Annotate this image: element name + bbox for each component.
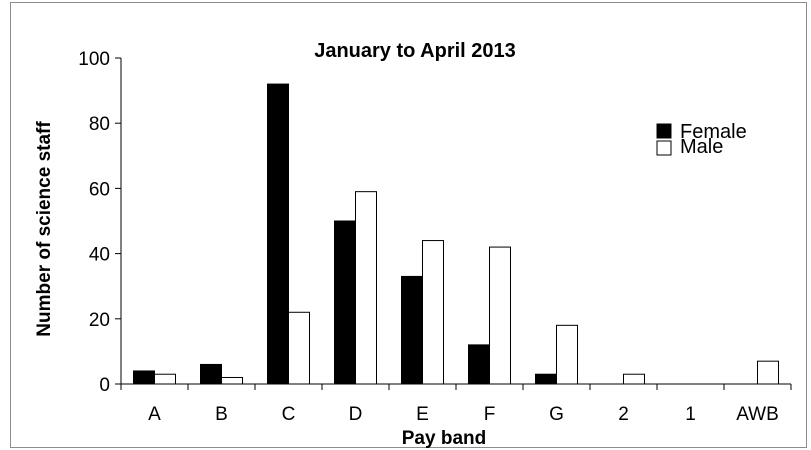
bar-male-2 bbox=[623, 373, 645, 385]
bar-female-f bbox=[468, 344, 490, 385]
x-tick-label: F bbox=[484, 404, 496, 425]
bar-male-d bbox=[355, 191, 377, 385]
chart-title: January to April 2013 bbox=[314, 40, 516, 62]
x-tick-label: B bbox=[215, 404, 228, 425]
y-tick-label: 40 bbox=[89, 245, 110, 266]
y-tick-label: 80 bbox=[89, 114, 110, 135]
y-axis-title: Number of science staff bbox=[34, 121, 55, 337]
y-tick-label: 0 bbox=[99, 375, 110, 396]
bar-female-e bbox=[401, 275, 423, 385]
x-tick-label: A bbox=[148, 404, 161, 425]
x-tick-label: D bbox=[349, 404, 363, 425]
x-tick-label: G bbox=[549, 404, 564, 425]
legend-label-male: Male bbox=[680, 136, 723, 158]
bar-male-e bbox=[422, 240, 444, 385]
axes bbox=[120, 58, 791, 385]
legend-label-female: Female bbox=[680, 121, 747, 143]
legend-swatch-male bbox=[656, 140, 672, 156]
x-axis-title: Pay band bbox=[402, 428, 486, 449]
x-tick-label: AWB bbox=[736, 404, 779, 425]
bars bbox=[133, 83, 779, 385]
bar-female-b bbox=[200, 363, 222, 385]
bar-male-a bbox=[154, 373, 176, 385]
bar-male-g bbox=[556, 324, 578, 385]
x-tick-label: 2 bbox=[618, 404, 629, 425]
x-axis-ticks: A B C D E F G 2 1 AWB bbox=[120, 384, 792, 425]
bar-female-d bbox=[334, 220, 356, 385]
y-tick-label: 60 bbox=[89, 179, 110, 200]
legend-swatch-female bbox=[656, 123, 672, 139]
bar-male-f bbox=[489, 246, 511, 385]
bar-male-b bbox=[221, 376, 243, 385]
bar-female-g bbox=[535, 373, 557, 385]
x-tick-label: 1 bbox=[685, 404, 696, 425]
bar-female-c bbox=[267, 83, 289, 385]
y-tick-label: 20 bbox=[89, 310, 110, 331]
y-tick-label: 100 bbox=[78, 49, 110, 70]
bar-male-awb bbox=[757, 360, 779, 385]
x-tick-label: C bbox=[282, 404, 296, 425]
bar-male-c bbox=[288, 311, 310, 385]
legend: Female Male bbox=[656, 121, 747, 158]
y-axis-ticks: 0 20 40 60 80 100 bbox=[78, 49, 121, 396]
bar-female-a bbox=[133, 370, 155, 385]
x-tick-label: E bbox=[416, 404, 429, 425]
